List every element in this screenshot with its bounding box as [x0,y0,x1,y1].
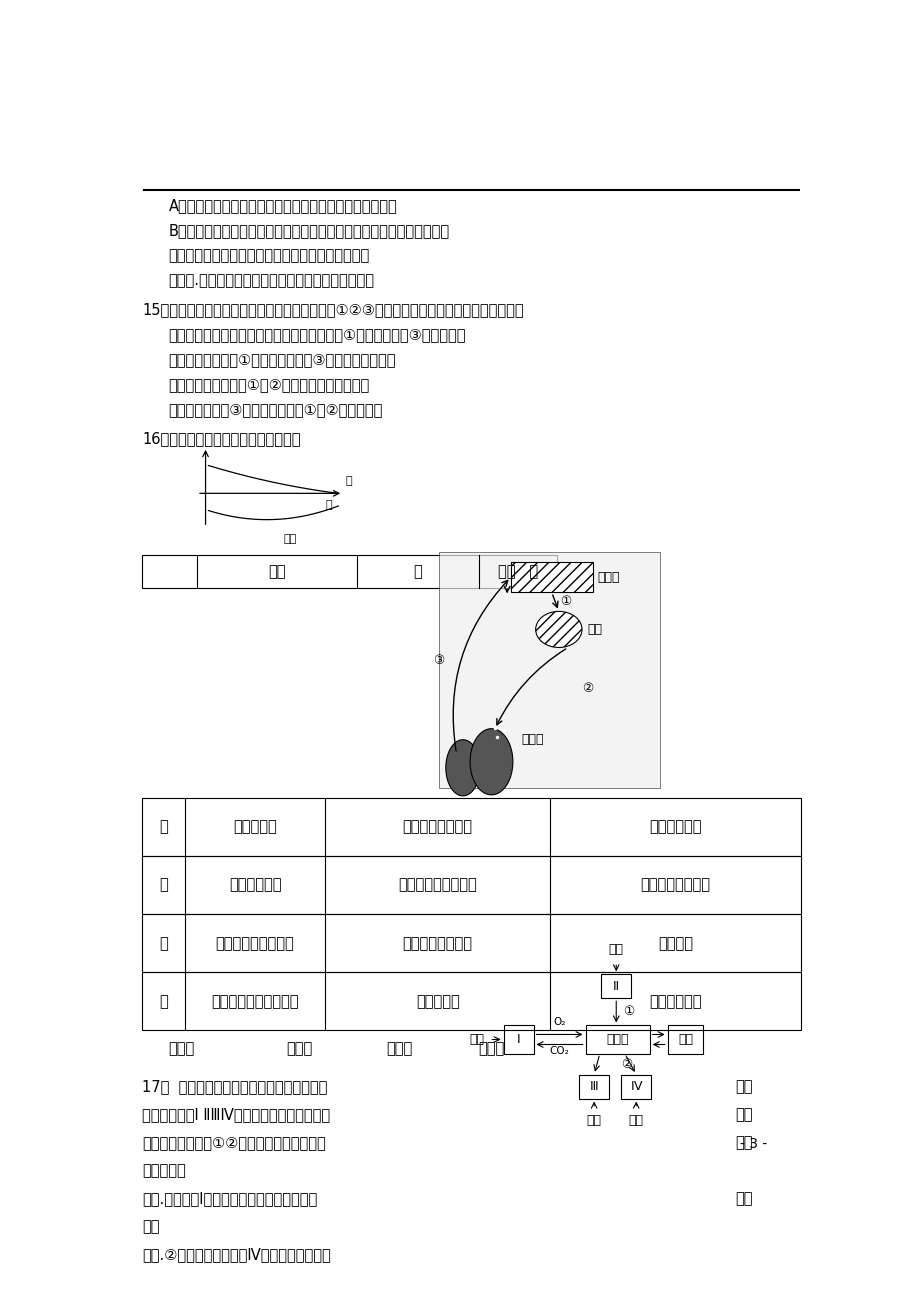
Polygon shape [470,729,512,794]
Text: Ｃ．当人体缺碘时，①和②的浓度都高于正常水平: Ｃ．当人体缺碘时，①和②的浓度都高于正常水平 [168,378,369,392]
Text: ①: ① [623,1005,634,1018]
Text: 甲状腺激素的含量: 甲状腺激素的含量 [403,819,472,835]
Text: ②: ② [582,681,593,694]
Bar [142,555,557,589]
Text: 体外: 体外 [586,1115,601,1128]
Text: 体外: 体外 [608,943,623,956]
Text: 甲状腺: 甲状腺 [521,733,543,746]
Text: 饱餐后半小时: 饱餐后半小时 [229,878,281,893]
Text: 法错误的是: 法错误的是 [142,1163,186,1178]
Text: 乳酸的含量: 乳酸的含量 [415,993,459,1009]
Text: Ａ: Ａ [159,819,167,835]
Text: 胰高血糖素的含量: 胰高血糖素的含量 [640,878,709,893]
Text: Ｃ．Ｃ: Ｃ．Ｃ [386,1042,412,1056]
Text: Ｃ．２ｈ～３ｈ之间，胰高血糖素的分泌量有所增加: Ｃ．２ｈ～３ｈ之间，胰高血糖素的分泌量有所增加 [168,247,369,263]
Bar [579,1074,608,1099]
Bar [510,562,592,592]
Text: Ｄ．３.５ｈ时，血糖浓度较高是肌糖原开始分解所致: Ｄ．３.５ｈ时，血糖浓度较高是肌糖原开始分解所致 [168,273,374,288]
Text: 体外: 体外 [628,1115,643,1128]
Text: ①: ① [560,595,571,608]
Text: B．进食后的２ｈ内，胰岛素促进组织细胞加速摄取、利用和储存葡萄糖: B．进食后的２ｈ内，胰岛素促进组织细胞加速摄取、利用和储存葡萄糖 [168,223,449,238]
Text: 肝细胞中糖原的含量: 肝细胞中糖原的含量 [398,878,476,893]
Text: 血浆的ｐＨ值: 血浆的ｐＨ值 [649,993,701,1009]
Text: Ｄ．Ｄ: Ｄ．Ｄ [478,1042,505,1056]
Text: 抗利尿激素的含量: 抗利尿激素的含量 [403,936,472,950]
Text: Ｂ．切除垂体后，①的分泌会增加，③的分泌会立即停止: Ｂ．切除垂体后，①的分泌会增加，③的分泌会立即停止 [168,353,395,367]
Text: 寒冷   Ｙ: 寒冷 Ｙ [497,564,538,579]
Text: Ｂ．Ｂ: Ｂ．Ｂ [286,1042,312,1056]
Bar [142,973,800,1030]
Text: Ｄ．给某人注射③，反馈调节会使①和②的分泌增加: Ｄ．给某人注射③，反馈调节会使①和②的分泌增加 [168,402,382,418]
Text: 时间: 时间 [283,534,296,544]
Text: Ｄ: Ｄ [159,993,167,1009]
Text: 寒冷环境下: 寒冷环境下 [233,819,277,835]
Text: 下丘脑: 下丘脑 [597,570,619,583]
Ellipse shape [535,612,582,647]
Bar [601,974,630,999]
Bar [503,1026,533,1053]
Text: 细胞: 细胞 [677,1032,692,1046]
Bar [142,798,800,855]
Bar [667,1026,702,1053]
Text: 尿液的量: 尿液的量 [657,936,692,950]
Text: 条件: 条件 [268,564,286,579]
Text: Ⅰ: Ⅰ [516,1032,520,1046]
Text: 内环境: 内环境 [606,1032,629,1046]
Text: 垂体: 垂体 [586,622,601,635]
Text: 15．如图为人体内甲状腺激素分泌调节示意图，①②③分别表示一种激素，下列叙述正确的是: 15．如图为人体内甲状腺激素分泌调节示意图，①②③分别表示一种激素，下列叙述正确… [142,302,523,318]
Polygon shape [446,740,480,796]
Text: Ｂ: Ｂ [159,878,167,893]
Text: Ｃ: Ｃ [159,936,167,950]
Text: ③: ③ [433,654,444,667]
Text: 交换的四种器官，①②是有关的生理过程，下: 交换的四种器官，①②是有关的生理过程，下 [142,1135,325,1150]
Text: 失水过多，食物过咸: 失水过多，食物过咸 [215,936,294,950]
Text: ②: ② [620,1057,631,1070]
Text: A．进食后血糖浓度升高的原因是食物中的糖类被消化吸收: A．进食后血糖浓度升高的原因是食物中的糖类被消化吸收 [168,198,397,212]
Bar [142,914,800,973]
Text: 体外: 体外 [469,1032,483,1046]
Text: 17．  如图所示为人体细胞与外界环境之间进: 17． 如图所示为人体细胞与外界环境之间进 [142,1079,327,1094]
Text: Ⅱ: Ⅱ [612,980,618,993]
Text: Ａ．Ａ: Ａ．Ａ [168,1042,195,1056]
Text: Ｘ: Ｘ [345,475,352,486]
Text: 剧烈运动后的短时间内: 剧烈运动后的短时间内 [211,993,299,1009]
Text: Ⅲ: Ⅲ [589,1081,597,1094]
Text: O₂: O₂ [552,1017,565,1027]
Text: 管壁: 管壁 [142,1220,159,1234]
Text: 行物: 行物 [734,1079,752,1094]
Text: 机体的产热量: 机体的产热量 [649,819,701,835]
Text: Ⅳ: Ⅳ [630,1081,641,1094]
Text: Ａ.内环境与Ⅰ交换气体必须通过肺泡壁和毛: Ａ.内环境与Ⅰ交换气体必须通过肺泡壁和毛 [142,1191,317,1207]
Bar [620,1074,651,1099]
Text: 物质: 物质 [734,1107,752,1122]
Text: Ｙ: Ｙ [325,500,332,509]
Text: 16．下表对图示曲线的描述不正确的是: 16．下表对图示曲线的描述不正确的是 [142,431,301,447]
Text: CO₂: CO₂ [549,1046,569,1056]
Text: Ｂ.②表示重吸收作用，Ⅳ表示的器官是皮肤: Ｂ.②表示重吸收作用，Ⅳ表示的器官是皮肤 [142,1247,331,1263]
Bar [585,1026,649,1053]
Text: Ａ．当某人从炎热环境进入寒冷的环境中时，①的分泌减少，③的分泌增加: Ａ．当某人从炎热环境进入寒冷的环境中时，①的分泌减少，③的分泌增加 [168,327,465,342]
Text: 细血: 细血 [734,1191,752,1207]
Bar [439,552,660,788]
Text: 列说: 列说 [734,1135,752,1150]
Text: Ｘ: Ｘ [414,564,422,579]
Text: 质交换的过程Ⅰ ⅡⅢⅣ表示能直接与内环境进行: 质交换的过程Ⅰ ⅡⅢⅣ表示能直接与内环境进行 [142,1107,330,1122]
Text: - 3 -: - 3 - [739,1137,766,1151]
Bar [142,855,800,914]
